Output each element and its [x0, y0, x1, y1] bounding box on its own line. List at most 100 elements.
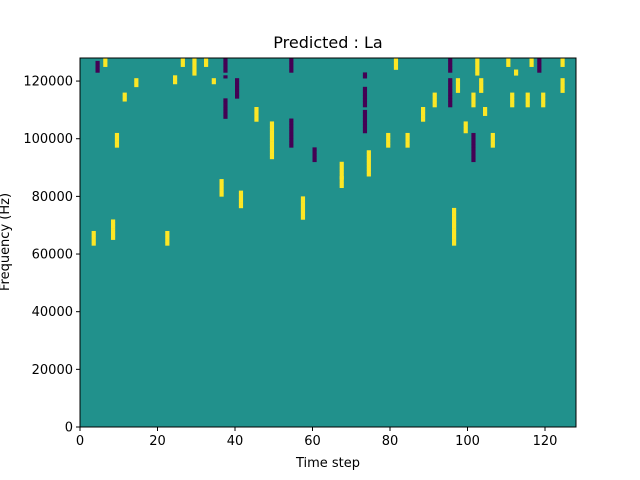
x-tick-label: 20: [149, 434, 166, 449]
plot-frame: [79, 57, 577, 428]
heatmap-cell-high: [455, 81, 461, 85]
heatmap-cell-high: [525, 101, 530, 105]
heatmap-cell-high: [525, 98, 530, 102]
heatmap-cell-low: [537, 69, 542, 73]
heatmap-cell-high: [529, 58, 534, 62]
heatmap-cell-high: [529, 63, 534, 67]
heatmap-cell-low: [448, 78, 453, 82]
heatmap-cell-high: [514, 72, 519, 76]
heatmap-cell-high: [269, 156, 275, 160]
heatmap-cell-low: [471, 144, 476, 148]
heatmap-cell-high: [134, 83, 139, 88]
heatmap-cell-high: [204, 58, 209, 62]
heatmap-cell-low: [289, 132, 294, 137]
heatmap-cell-low: [537, 66, 542, 70]
heatmap-cell-low: [448, 89, 453, 93]
heatmap-cell-high: [192, 63, 197, 67]
heatmap-cell-high: [238, 193, 244, 197]
heatmap-cell-high: [490, 144, 495, 148]
heatmap-cell-high: [452, 216, 457, 220]
heatmap-cell-high: [366, 167, 371, 171]
heatmap-cell-high: [432, 92, 437, 96]
heatmap-cell-high: [269, 124, 275, 128]
heatmap-cell-high: [560, 83, 565, 88]
heatmap-cell-high: [529, 60, 534, 65]
heatmap-cell-high: [269, 127, 275, 131]
heatmap-cell-high: [219, 184, 224, 189]
heatmap-cell-low: [362, 98, 368, 102]
heatmap-cell-high: [510, 98, 515, 102]
heatmap-cell-low: [448, 101, 453, 105]
heatmap-cell-low: [448, 86, 453, 91]
heatmap-cell-high: [114, 132, 120, 137]
heatmap-cell-high: [238, 196, 244, 200]
heatmap-cell-low: [95, 63, 100, 67]
heatmap-cell-high: [455, 86, 461, 91]
heatmap-cell-high: [432, 95, 437, 99]
heatmap-cell-high: [339, 181, 344, 186]
chart-title: Predicted : La: [273, 33, 382, 52]
heatmap-cell-low: [223, 66, 228, 70]
heatmap-cell-high: [452, 207, 457, 212]
heatmap-cell-high: [479, 83, 484, 88]
heatmap-cell-high: [114, 141, 120, 145]
heatmap-cell-high: [560, 58, 565, 62]
heatmap-cell-low: [235, 92, 240, 96]
heatmap-cell-high: [238, 190, 244, 194]
heatmap-cell-high: [254, 109, 259, 114]
heatmap-cell-high: [219, 190, 224, 194]
heatmap-cell-high: [192, 60, 197, 65]
heatmap-cell-high: [269, 130, 275, 134]
heatmap-cell-high: [479, 86, 484, 91]
heatmap-cell-high: [192, 66, 197, 70]
heatmap-cell-high: [300, 205, 306, 209]
heatmap-cell-low: [448, 104, 453, 108]
heatmap-cell-high: [180, 63, 185, 67]
heatmap-cell-high: [219, 193, 224, 197]
heatmap-cell-high: [339, 179, 344, 183]
heatmap-cell-low: [471, 141, 476, 145]
heatmap-cell-high: [269, 153, 275, 157]
heatmap-cell-high: [386, 138, 391, 142]
heatmap-cell-high: [510, 104, 515, 108]
y-tick-label: 100000: [23, 132, 73, 147]
y-tick-label: 60000: [32, 248, 73, 263]
heatmap-cell-high: [405, 135, 410, 140]
heatmap-cell-high: [432, 98, 437, 102]
heatmap-cell-low: [362, 112, 368, 116]
heatmap-cell-low: [289, 124, 294, 128]
heatmap-cell-low: [95, 60, 100, 65]
heatmap-cell-high: [483, 107, 488, 111]
heatmap-cell-high: [269, 147, 275, 151]
heatmap-cell-high: [483, 109, 488, 114]
heatmap-cell-high: [192, 58, 197, 62]
heatmap-cell-high: [475, 60, 480, 65]
heatmap-cell-low: [471, 158, 476, 163]
heatmap-cell-low: [362, 104, 368, 108]
heatmap-cell-high: [475, 66, 480, 70]
heatmap-cell-high: [452, 219, 457, 223]
heatmap-cell-high: [510, 92, 515, 96]
heatmap-cell-high: [269, 121, 275, 125]
heatmap-cell-high: [393, 66, 399, 70]
heatmap-cell-high: [455, 78, 461, 82]
heatmap-cell-low: [448, 66, 453, 70]
heatmap-cell-high: [366, 150, 371, 154]
heatmap-cell-low: [289, 66, 294, 70]
heatmap-cell-low: [289, 138, 294, 142]
heatmap-cell-low: [312, 156, 317, 160]
heatmap-cell-high: [165, 233, 170, 238]
heatmap-cell-low: [362, 130, 368, 134]
heatmap-cell-low: [235, 83, 240, 88]
heatmap-cell-high: [421, 112, 426, 116]
heatmap-cell-high: [541, 92, 546, 96]
heatmap-cell-high: [452, 233, 457, 238]
heatmap-cell-high: [432, 104, 437, 108]
heatmap-cell-low: [223, 112, 228, 116]
heatmap-cell-high: [514, 69, 519, 73]
heatmap-cell-high: [269, 144, 275, 148]
heatmap-cell-high: [339, 164, 344, 168]
heatmap-cell-high: [475, 69, 480, 73]
heatmap-cell-low: [448, 92, 453, 96]
heatmap-cell-high: [471, 104, 476, 108]
